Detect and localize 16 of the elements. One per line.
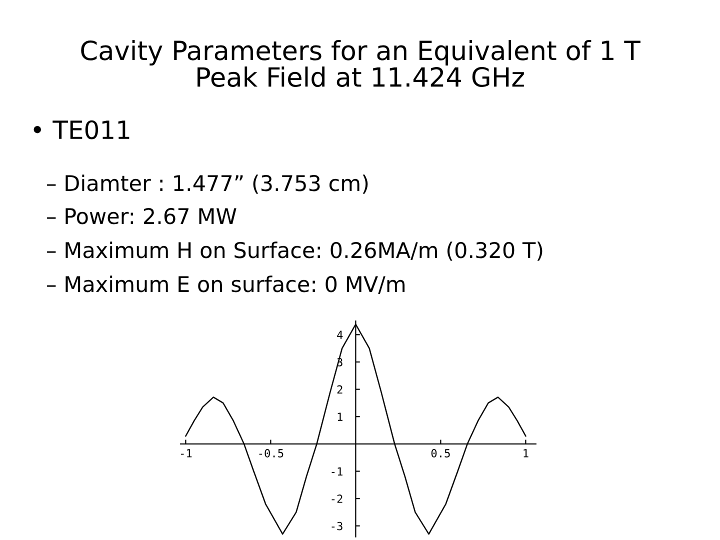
- x-tick-label: 0.5: [431, 449, 450, 458]
- y-tick-label: 1: [338, 412, 342, 421]
- text: – Maximum H on Surface: 0.26MA/m (0.320 T): [47, 242, 542, 261]
- y-tick-label: 2: [337, 385, 342, 394]
- text: – Maximum E on surface: 0 MV/m: [47, 276, 405, 294]
- y-tick-label: -1: [332, 467, 342, 476]
- text: • TE011: [34, 120, 130, 140]
- y-tick-label: 4: [337, 330, 343, 339]
- text: – Power: 2.67 MW: [47, 208, 236, 224]
- y-tick-label: -2: [332, 494, 342, 503]
- text: – Diamter : 1.477” (3.753 cm): [47, 174, 368, 194]
- x-tick-label: 1: [524, 449, 528, 458]
- chart-title: Cavity Parameters for an Equivalent of 1 T Peak Field at 11.424 GHz: [81, 40, 640, 87]
- y-tick-label: -3: [332, 522, 342, 530]
- x-tick-label: -1: [180, 449, 192, 458]
- x-tick-label: -0.5: [259, 449, 284, 458]
